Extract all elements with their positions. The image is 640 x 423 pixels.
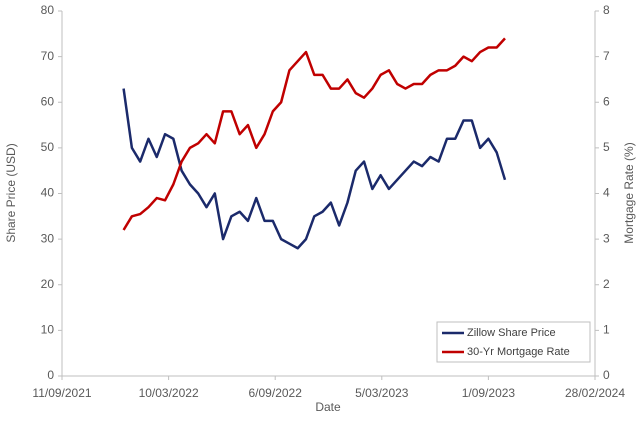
- y2-tick-label: 7: [603, 49, 610, 63]
- y-tick-label: 0: [47, 368, 54, 382]
- y2-tick-label: 0: [603, 368, 610, 382]
- y2-tick-label: 6: [603, 94, 610, 108]
- x-tick-label: 1/09/2023: [462, 386, 516, 400]
- y-tick-label: 50: [41, 140, 55, 154]
- y-tick-label: 20: [41, 277, 55, 291]
- y2-tick-label: 4: [603, 186, 610, 200]
- legend-label: 30-Yr Mortgage Rate: [467, 346, 570, 358]
- legend-label: Zillow Share Price: [467, 327, 556, 339]
- y2-tick-label: 8: [603, 3, 610, 17]
- x-tick-label: 11/09/2021: [32, 386, 91, 400]
- y-tick-label: 10: [41, 323, 55, 337]
- series-line: [122, 37, 506, 231]
- y-axis-title: Share Price (USD): [4, 143, 18, 242]
- legend-box: [436, 321, 591, 363]
- x-tick-label: 5/03/2023: [355, 386, 409, 400]
- y-tick-label: 60: [41, 94, 55, 108]
- y-tick-label: 80: [41, 3, 55, 17]
- y-tick-label: 70: [41, 49, 55, 63]
- x-tick-label: 28/02/2024: [565, 386, 625, 400]
- x-tick-label: 6/09/2022: [249, 386, 303, 400]
- y2-axis-title: Mortgage Rate (%): [622, 142, 636, 243]
- y2-tick-label: 5: [603, 140, 610, 154]
- x-tick-label: 10/03/2022: [139, 386, 199, 400]
- y-tick-label: 40: [41, 186, 55, 200]
- y2-tick-label: 3: [603, 231, 610, 245]
- y-tick-label: 30: [41, 231, 55, 245]
- series-line: [122, 88, 507, 250]
- y2-tick-label: 2: [603, 277, 610, 291]
- y2-tick-label: 1: [603, 323, 610, 337]
- x-axis-title: Date: [315, 400, 341, 414]
